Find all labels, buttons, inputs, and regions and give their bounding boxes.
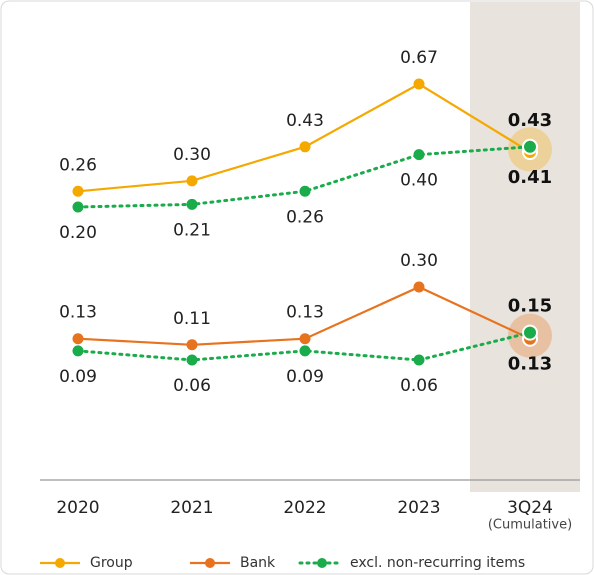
- x-tick-label: 2021: [170, 498, 213, 518]
- point: [299, 345, 311, 357]
- point: [413, 149, 425, 161]
- point: [299, 141, 311, 153]
- data-label: 0.67: [400, 48, 438, 68]
- data-label: 0.09: [59, 367, 97, 387]
- data-label: 0.26: [286, 207, 324, 227]
- data-label: 0.15: [508, 296, 552, 317]
- excl-line: [76, 331, 532, 362]
- point: [72, 201, 84, 213]
- legend-marker: [55, 558, 65, 568]
- legend-marker: [205, 558, 215, 568]
- data-label: 0.21: [173, 220, 211, 240]
- data-label: 0.20: [59, 223, 97, 243]
- data-label: 0.13: [59, 303, 97, 323]
- data-label: 0.30: [173, 145, 211, 165]
- point: [72, 333, 84, 345]
- point: [522, 324, 538, 341]
- point: [413, 354, 425, 366]
- data-label: 0.11: [173, 309, 211, 329]
- point: [72, 185, 84, 197]
- point: [413, 281, 425, 293]
- x-tick-label: 2022: [283, 498, 326, 518]
- x-tick-label: 2023: [397, 498, 440, 518]
- excl-line: [76, 145, 532, 209]
- x-tick-label: 3Q24: [507, 498, 553, 518]
- data-label: 0.26: [59, 155, 97, 175]
- x-tick-label: 2020: [56, 498, 99, 518]
- data-label: 0.43: [286, 111, 324, 131]
- data-label: 0.30: [400, 251, 438, 271]
- data-label: 0.43: [508, 110, 552, 131]
- legend-label: excl. non-recurring items: [350, 555, 525, 571]
- data-label: 0.06: [173, 376, 211, 396]
- data-label: 0.40: [400, 171, 438, 191]
- data-label: 0.09: [286, 367, 324, 387]
- data-label: 0.06: [400, 376, 438, 396]
- point: [72, 345, 84, 357]
- point: [186, 175, 198, 187]
- point: [186, 354, 198, 366]
- x-tick-note: (Cumulative): [488, 518, 572, 533]
- data-label: 0.13: [286, 303, 324, 323]
- highlight-column: [470, 2, 580, 492]
- point: [522, 138, 538, 155]
- point: [413, 78, 425, 90]
- point: [186, 339, 198, 351]
- point: [186, 198, 198, 210]
- data-label: 0.13: [508, 354, 552, 375]
- data-label: 0.41: [508, 167, 552, 188]
- legend-label: Bank: [240, 555, 276, 571]
- point: [299, 185, 311, 197]
- point: [299, 333, 311, 345]
- legend-marker: [317, 558, 327, 568]
- legend-label: Group: [90, 555, 133, 571]
